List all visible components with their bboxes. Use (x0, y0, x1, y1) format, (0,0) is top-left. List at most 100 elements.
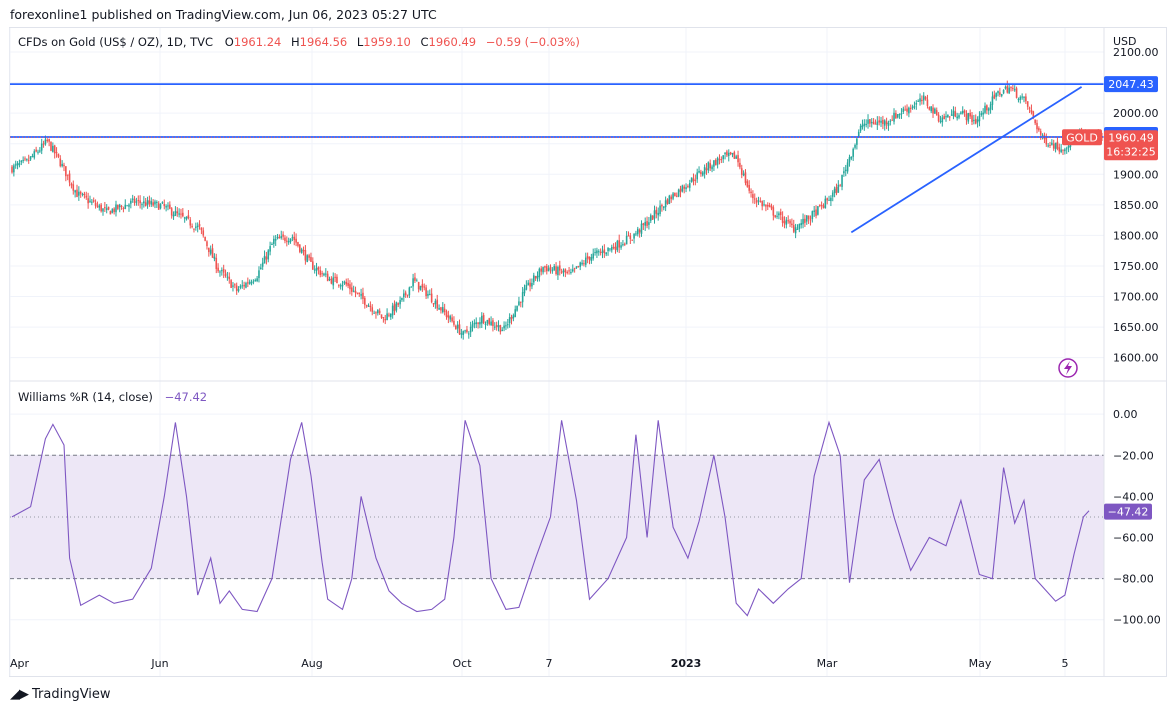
candle-body (991, 96, 994, 105)
candle-body (306, 255, 309, 263)
candle-body (339, 285, 342, 287)
candle-body (293, 236, 296, 241)
candle-body (506, 324, 509, 326)
candle-body (250, 282, 253, 284)
footer-brand[interactable]: ◢▶ TradingView (10, 687, 111, 702)
candle-body (817, 206, 819, 215)
candle-body (126, 205, 128, 207)
candle-body (835, 187, 838, 194)
candle-body (1012, 87, 1014, 89)
candle-body (29, 156, 32, 160)
candle-body (898, 114, 901, 116)
candle-body (416, 280, 418, 282)
candle-body (854, 144, 856, 148)
candle-body (421, 284, 424, 288)
indicator-legend[interactable]: Williams %R (14, close) −47.42 (18, 390, 207, 404)
candle-body (176, 211, 179, 214)
candle-body (950, 114, 953, 116)
candle-body (315, 268, 318, 271)
low-label: L (357, 35, 364, 49)
candle-body (774, 215, 776, 218)
candle-body (27, 159, 30, 161)
candle-body (198, 224, 201, 227)
candle-body (356, 292, 359, 294)
candle-body (748, 185, 750, 191)
candle-body (783, 221, 786, 224)
candle-body (174, 211, 177, 216)
candle-body (497, 325, 500, 328)
candle-body (694, 179, 697, 181)
trendline[interactable] (850, 86, 1083, 234)
williams-badge-bg (1104, 503, 1152, 520)
candle-body (997, 90, 999, 94)
candle-body (393, 304, 396, 312)
candle-body (800, 223, 802, 226)
candle-body (319, 270, 322, 275)
candle-body (696, 172, 698, 180)
candle-body (105, 208, 108, 210)
tradingview-logo-icon: ◢▶ (10, 687, 29, 702)
candle-body (412, 278, 414, 287)
candle-body (434, 300, 437, 305)
candle-body (688, 183, 691, 188)
candle-body (547, 268, 550, 272)
candle-body (557, 266, 559, 276)
candle-body (700, 171, 702, 174)
candle-body (81, 193, 84, 195)
candle-body (597, 251, 600, 253)
candle-body (436, 299, 439, 309)
candle-body (187, 215, 190, 218)
lightning-icon[interactable] (1058, 358, 1078, 378)
candle-body (618, 240, 621, 248)
candle-body (265, 256, 268, 260)
candle-body (11, 166, 13, 173)
candle-body (638, 229, 641, 233)
candle-body (917, 100, 919, 102)
candle-body (59, 158, 62, 167)
candle-body (722, 155, 724, 160)
candle-body (284, 237, 286, 241)
candle-body (486, 320, 489, 324)
candle-body (622, 244, 624, 246)
candle-body (666, 199, 669, 204)
time-tick-label: 5 (1062, 657, 1069, 670)
symbol-legend[interactable]: CFDs on Gold (US$ / OZ), 1D, TVC O1961.2… (18, 35, 580, 49)
candle-body (558, 265, 561, 271)
candle-body (798, 224, 801, 229)
candle-body (260, 267, 262, 270)
candle-body (633, 233, 635, 239)
candle-body (670, 196, 672, 200)
candle-body (941, 117, 944, 123)
candle-body (683, 186, 685, 189)
candle-body (501, 329, 504, 332)
candle-body (18, 163, 21, 165)
candle-body (974, 118, 977, 124)
candle-body (1067, 145, 1070, 148)
candle-body (237, 288, 240, 292)
candle-body (727, 152, 730, 156)
candle-body (677, 189, 680, 197)
candle-body (215, 257, 218, 269)
candle-body (40, 143, 43, 151)
candle-body (646, 221, 648, 226)
close-value: 1960.49 (429, 35, 477, 49)
williams-line (11, 420, 1090, 617)
candle-body (986, 105, 988, 111)
candle-body (919, 98, 921, 102)
candle-body (380, 314, 383, 318)
candle-body (571, 269, 574, 272)
candle-body (792, 225, 795, 232)
williams-tick-label: −100.00 (1113, 614, 1161, 627)
candle-body (53, 145, 56, 154)
candle-body (395, 302, 398, 311)
time-tick-label: May (969, 657, 992, 670)
candle-body (794, 227, 797, 234)
candle-body (440, 307, 442, 311)
candle-body (1015, 88, 1018, 98)
candle-body (317, 267, 320, 270)
candle-body (857, 131, 860, 138)
candle-body (753, 198, 756, 200)
candle-body (1049, 144, 1051, 146)
candle-body (1021, 96, 1023, 98)
